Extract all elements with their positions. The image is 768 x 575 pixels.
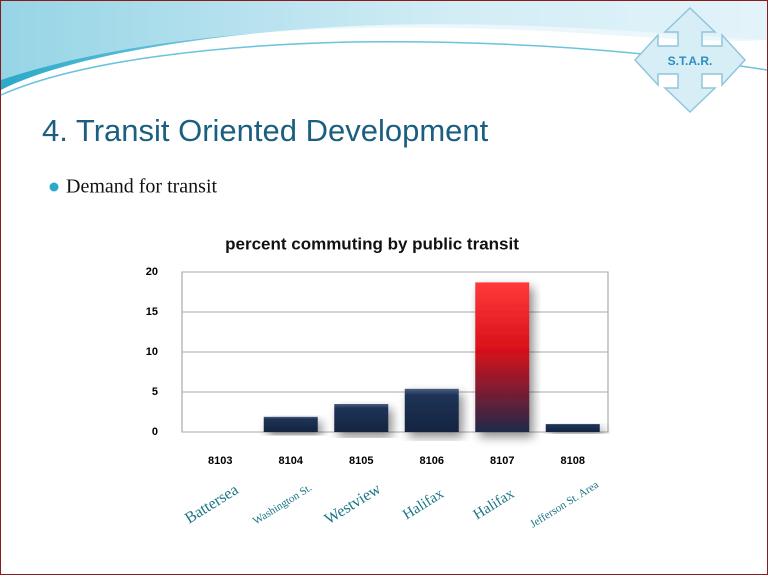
x-tick-label: 8108 xyxy=(561,455,585,467)
x-tick-label: 8106 xyxy=(420,455,444,467)
y-tick-label: 10 xyxy=(146,346,158,358)
bar xyxy=(475,282,530,432)
bullet-text: Demand for transit xyxy=(66,176,218,198)
logo-text: S.T.A.R. xyxy=(668,54,713,68)
bar xyxy=(263,416,318,432)
bar xyxy=(334,404,389,432)
header-wave xyxy=(1,1,767,80)
logo-arrows xyxy=(633,6,747,114)
chart-title: percent commuting by public transit xyxy=(225,234,519,253)
bar xyxy=(545,424,600,432)
x-tick-label: 8107 xyxy=(490,455,514,467)
y-tick-label: 5 xyxy=(152,386,158,398)
bullet-dot xyxy=(49,182,59,192)
x-tick-label: 8105 xyxy=(349,455,373,467)
x-tick-label: 8103 xyxy=(208,455,232,467)
x-tick-label: 8104 xyxy=(279,455,304,467)
y-tick-label: 0 xyxy=(152,426,158,438)
y-tick-label: 20 xyxy=(146,266,158,278)
bar xyxy=(404,388,459,432)
slide-title: 4. Transit Oriented Development xyxy=(42,113,489,148)
y-tick-label: 15 xyxy=(146,306,158,318)
